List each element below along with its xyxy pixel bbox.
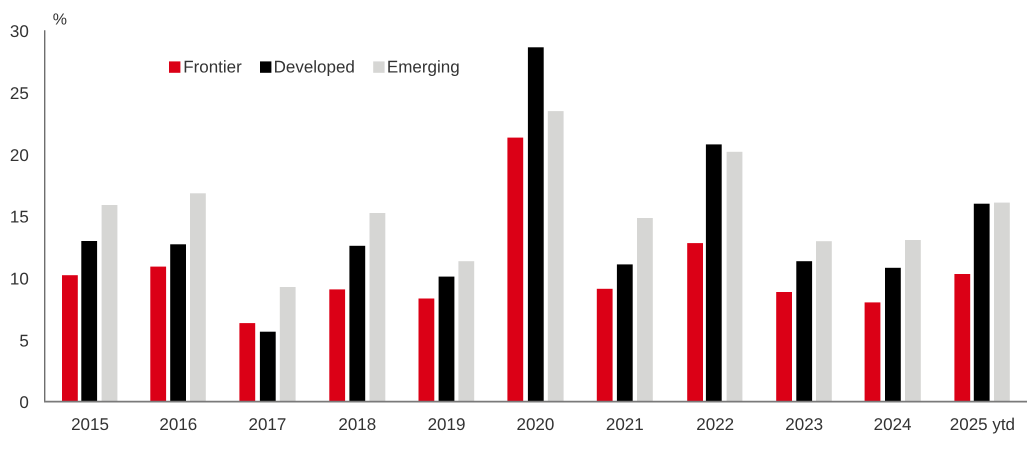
svg-text:30: 30: [10, 22, 29, 41]
svg-text:15: 15: [10, 208, 29, 227]
svg-text:25: 25: [10, 84, 29, 103]
svg-text:2016: 2016: [159, 415, 197, 434]
svg-text:2021: 2021: [606, 415, 644, 434]
svg-text:2022: 2022: [696, 415, 734, 434]
svg-text:10: 10: [10, 270, 29, 289]
svg-text:2017: 2017: [248, 415, 286, 434]
svg-text:2024: 2024: [874, 415, 912, 434]
svg-text:Frontier: Frontier: [183, 58, 242, 77]
svg-text:Emerging: Emerging: [387, 58, 460, 77]
svg-text:2023: 2023: [785, 415, 823, 434]
svg-text:20: 20: [10, 146, 29, 165]
svg-text:2015: 2015: [71, 415, 109, 434]
svg-text:Developed: Developed: [274, 58, 355, 77]
svg-text:5: 5: [19, 331, 28, 350]
svg-text:2020: 2020: [516, 415, 554, 434]
svg-text:2025 ytd: 2025 ytd: [950, 415, 1015, 434]
svg-text:2019: 2019: [428, 415, 466, 434]
svg-text:0: 0: [19, 393, 28, 412]
svg-text:%: %: [53, 11, 67, 28]
svg-text:2018: 2018: [338, 415, 376, 434]
